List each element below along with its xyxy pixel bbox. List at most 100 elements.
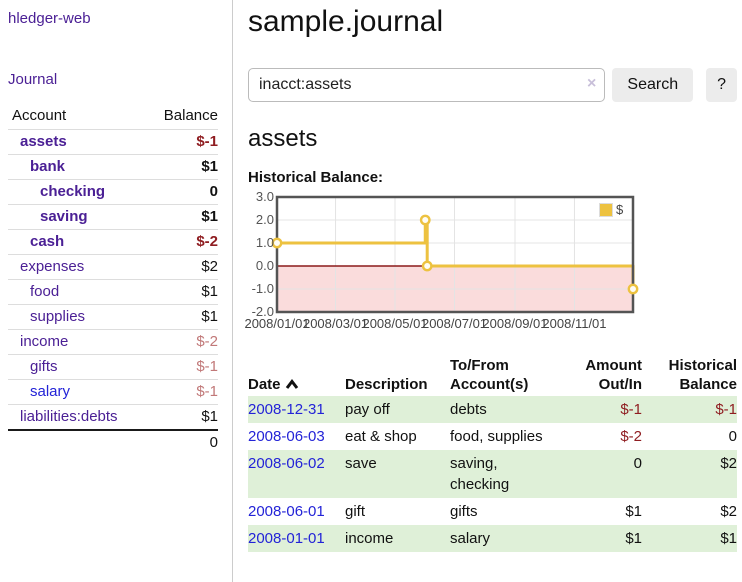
account-row: cash $-2	[8, 229, 218, 255]
account-row: liabilities:debts $1	[8, 404, 218, 431]
x-axis-tick-label: 2008/09/01	[482, 316, 548, 331]
account-row: bank $1	[8, 154, 218, 180]
account-balance: $1	[201, 308, 218, 325]
accounts-total-row: 0	[8, 430, 218, 455]
accounts-table: Account Balance assets $-1 bank $1 check…	[8, 104, 218, 455]
chart-plot	[271, 195, 639, 314]
x-axis-tick-label: 2008/05/01	[362, 316, 428, 331]
transaction-accounts: saving, checking	[450, 455, 510, 493]
account-balance: $1	[201, 158, 218, 175]
register-row: 2008-06-01 gift gifts $1 $2	[248, 498, 737, 525]
chart-legend: $	[599, 202, 623, 217]
sidebar-item-journal[interactable]: Journal	[8, 71, 58, 88]
register-header-description: Description	[345, 376, 428, 393]
sidebar: hledger-web Journal Account Balance asse…	[0, 0, 233, 582]
account-row: salary $-1	[8, 379, 218, 405]
account-row: saving $1	[8, 204, 218, 230]
transaction-date-link[interactable]: 2008-06-02	[248, 455, 325, 472]
account-link-liabilities-debts[interactable]: liabilities:debts	[20, 408, 118, 425]
transaction-description: gift	[345, 503, 366, 520]
transaction-balance: 0	[728, 428, 737, 445]
transaction-amount: $-2	[620, 428, 642, 445]
help-button[interactable]: ?	[706, 68, 737, 102]
y-axis-tick-label: 2.0	[255, 212, 274, 227]
register-row: 2008-12-31 pay off debts $-1 $-1	[248, 396, 737, 423]
transaction-amount: 0	[633, 455, 642, 472]
search-bar: × Search ?	[248, 68, 737, 102]
register-table: Date Description To/From Account(s) Amoun…	[248, 354, 737, 552]
transaction-amount: $1	[625, 503, 642, 520]
account-balance: $-1	[196, 358, 218, 375]
transaction-accounts: food, supplies	[450, 428, 543, 445]
account-row: expenses $2	[8, 254, 218, 280]
account-link-gifts[interactable]: gifts	[30, 358, 58, 375]
account-balance: $-2	[196, 333, 218, 350]
search-button[interactable]: Search	[612, 68, 694, 102]
register-header-date[interactable]: Date	[248, 354, 345, 396]
register-row: 2008-06-03 eat & shop food, supplies $-2…	[248, 423, 737, 450]
account-link-checking[interactable]: checking	[40, 183, 106, 200]
x-axis-tick-label: 2008/03/01	[302, 316, 369, 331]
chart-title: Historical Balance:	[248, 169, 384, 186]
account-balance: $1	[201, 283, 218, 300]
transaction-description: eat & shop	[345, 428, 417, 445]
account-link-expenses[interactable]: expenses	[20, 258, 85, 275]
account-heading: assets	[248, 125, 318, 152]
y-axis-tick-label: 0.0	[255, 258, 274, 273]
register-row: 2008-01-01 income salary $1 $1	[248, 525, 737, 552]
account-link-supplies[interactable]: supplies	[30, 308, 86, 325]
transaction-accounts: debts	[450, 401, 487, 418]
register-header-balance: Historical Balance	[668, 357, 737, 393]
account-balance: 0	[209, 183, 218, 200]
account-balance: $2	[201, 258, 218, 275]
register-header-accounts: To/From Account(s)	[450, 357, 529, 393]
account-link-food[interactable]: food	[30, 283, 60, 300]
y-axis-tick-label: 3.0	[255, 189, 274, 204]
app-title-link[interactable]: hledger-web	[8, 10, 91, 27]
register-header-amount: Amount Out/In	[585, 357, 642, 393]
transaction-date-link[interactable]: 2008-01-01	[248, 530, 325, 547]
transaction-date-link[interactable]: 2008-06-01	[248, 503, 325, 520]
account-row: checking 0	[8, 179, 218, 205]
y-axis-tick-label: 1.0	[255, 235, 274, 250]
search-box: ×	[248, 68, 606, 102]
y-axis-tick-label: -2.0	[251, 304, 274, 319]
account-row: income $-2	[8, 329, 218, 355]
transaction-accounts: salary	[450, 530, 491, 547]
clear-search-icon[interactable]: ×	[587, 75, 597, 92]
historical-balance-chart: 3.0 2.0 1.0 0.0 -1.0 -2.0 2008/01/01 2008/03/0…	[244, 190, 737, 336]
transaction-balance: $-1	[715, 401, 737, 418]
register-header-row: Date Description To/From Account(s) Amoun…	[248, 354, 737, 396]
account-balance: $-1	[196, 133, 218, 150]
account-link-income[interactable]: income	[20, 333, 69, 350]
account-balance: $-2	[196, 233, 218, 250]
transaction-amount: $1	[625, 530, 642, 547]
account-balance: $-1	[196, 383, 218, 400]
transaction-balance: $2	[720, 455, 737, 472]
transaction-description: save	[345, 455, 377, 472]
account-link-bank[interactable]: bank	[30, 158, 66, 175]
account-row: food $1	[8, 279, 218, 305]
transaction-date-link[interactable]: 2008-06-03	[248, 428, 325, 445]
accounts-total: 0	[209, 434, 218, 451]
account-row: gifts $-1	[8, 354, 218, 380]
transaction-date-link[interactable]: 2008-12-31	[248, 401, 325, 418]
account-balance: $1	[201, 208, 218, 225]
sort-ascending-icon	[285, 377, 299, 394]
account-link-assets[interactable]: assets	[20, 133, 67, 150]
legend-label: $	[616, 202, 624, 217]
transaction-amount: $-1	[620, 401, 642, 418]
x-axis-tick-label: 2008/11/01	[542, 316, 607, 331]
account-link-salary[interactable]: salary	[30, 383, 71, 400]
account-link-saving[interactable]: saving	[40, 208, 88, 225]
x-axis: 2008/01/01 2008/03/01 2008/05/01 2008/07/01…	[244, 316, 737, 332]
x-axis-tick-label: 2008/07/01	[421, 316, 488, 331]
account-link-cash[interactable]: cash	[30, 233, 65, 250]
search-input[interactable]	[248, 68, 606, 102]
transaction-accounts: gifts	[450, 503, 478, 520]
transaction-balance: $2	[720, 503, 737, 520]
register-row: 2008-06-02 save saving, checking 0 $2	[248, 450, 737, 498]
transaction-description: income	[345, 530, 394, 547]
transaction-balance: $1	[720, 530, 737, 547]
legend-swatch-icon	[599, 202, 613, 217]
